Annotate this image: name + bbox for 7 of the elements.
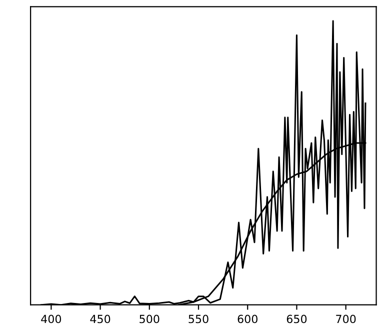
x-tick-label: 550 xyxy=(188,314,208,324)
x-tick-label: 400 xyxy=(41,314,62,324)
x-tick-label: 650 xyxy=(286,314,307,324)
x-tick-label: 700 xyxy=(336,314,356,324)
x-tick-label: 500 xyxy=(140,314,160,324)
x-tick-label: 600 xyxy=(238,314,258,324)
x-tick-label: 450 xyxy=(90,314,110,324)
